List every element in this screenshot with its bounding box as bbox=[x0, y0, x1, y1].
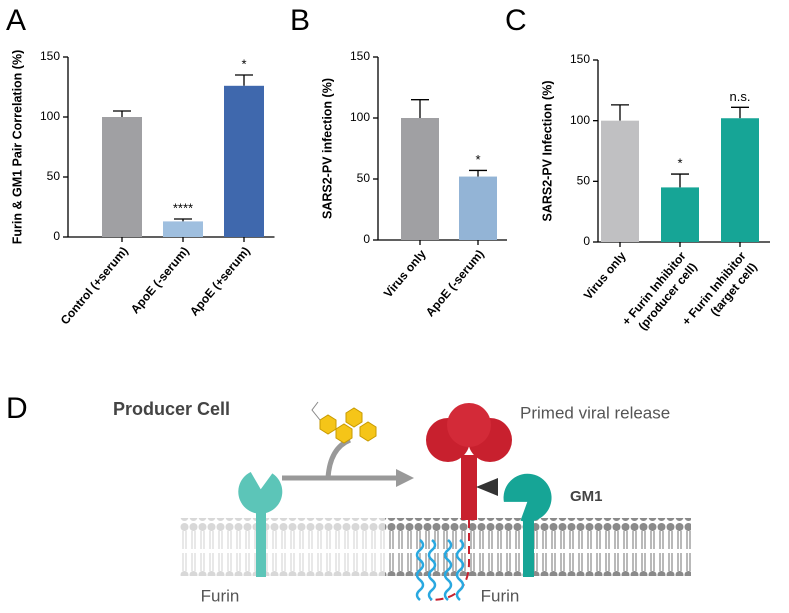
x-tick-label: Control (+serum) bbox=[58, 244, 131, 327]
y-tick-label: 100 bbox=[40, 109, 60, 123]
panel-letter: C bbox=[505, 4, 527, 37]
charts: A Furin & GM1 Pair Correlation (%) 0 50 100 1… bbox=[6, 4, 770, 333]
x-tick-label: Virus only bbox=[381, 247, 429, 301]
furin-left bbox=[238, 471, 283, 514]
furin-right bbox=[503, 473, 552, 522]
panel-letter: B bbox=[290, 4, 310, 37]
membrane-light bbox=[180, 518, 385, 576]
panel-letter: D bbox=[6, 392, 28, 425]
bar bbox=[102, 117, 142, 237]
significance: **** bbox=[173, 200, 193, 215]
panel-letter: A bbox=[6, 4, 26, 37]
significance: * bbox=[241, 56, 246, 71]
release-label: Primed viral release bbox=[520, 403, 670, 422]
diagram-title: Producer Cell bbox=[113, 399, 230, 419]
gm1-label: GM1 bbox=[570, 488, 603, 505]
y-tick-label: 100 bbox=[570, 113, 590, 127]
x-tick-label: ApoE (-serum) bbox=[128, 244, 192, 316]
gm1-lipids bbox=[415, 539, 465, 601]
y-tick-label: 50 bbox=[577, 174, 591, 188]
y-axis-label: Furin & GM1 Pair Correlation (%) bbox=[10, 50, 24, 244]
cleavage-marker bbox=[476, 478, 498, 496]
furin-label: Furin bbox=[481, 586, 520, 605]
significance: * bbox=[475, 152, 480, 167]
x-tick-label: ApoE (-serum) bbox=[423, 247, 487, 319]
furin-right-stalk bbox=[523, 515, 534, 577]
curved-arrow bbox=[325, 437, 352, 479]
arrow-head bbox=[396, 469, 414, 487]
y-axis-label: SARS2-PV Infection (%) bbox=[540, 81, 554, 222]
bar bbox=[163, 221, 203, 237]
x-tick-label: Virus only bbox=[581, 249, 629, 303]
significance: * bbox=[677, 155, 682, 170]
diagram: D Producer Cell Primed viral release bbox=[6, 392, 691, 605]
y-tick-label: 0 bbox=[583, 234, 590, 248]
y-tick-label: 150 bbox=[570, 52, 590, 66]
y-tick-label: 100 bbox=[350, 110, 370, 124]
bar bbox=[401, 118, 439, 240]
y-tick-label: 0 bbox=[363, 232, 370, 246]
y-tick-label: 50 bbox=[357, 171, 371, 185]
bar bbox=[721, 118, 759, 242]
chart: B SARS2-PV infection (%) 0 50 100 150 Virus on… bbox=[290, 4, 507, 319]
furin-label: Furin bbox=[201, 586, 240, 605]
bar bbox=[601, 120, 639, 242]
bar bbox=[459, 176, 497, 240]
x-tick-label: ApoE (+serum) bbox=[187, 244, 253, 319]
significance: n.s. bbox=[730, 89, 751, 104]
y-tick-label: 150 bbox=[350, 49, 370, 63]
y-axis-label: SARS2-PV infection (%) bbox=[320, 78, 334, 219]
furin-left-stalk bbox=[256, 505, 266, 577]
y-tick-label: 0 bbox=[53, 229, 60, 243]
chart: C SARS2-PV Infection (%) 0 50 100 150 Virus on… bbox=[505, 4, 770, 333]
spike-stalk bbox=[461, 455, 477, 520]
y-tick-label: 150 bbox=[40, 49, 60, 63]
bar bbox=[224, 85, 264, 237]
chart: A Furin & GM1 Pair Correlation (%) 0 50 100 1… bbox=[6, 4, 275, 327]
bar bbox=[661, 187, 699, 242]
spike bbox=[447, 403, 491, 447]
y-tick-label: 50 bbox=[47, 169, 61, 183]
glycan bbox=[311, 401, 377, 444]
membrane-dark bbox=[385, 518, 691, 576]
